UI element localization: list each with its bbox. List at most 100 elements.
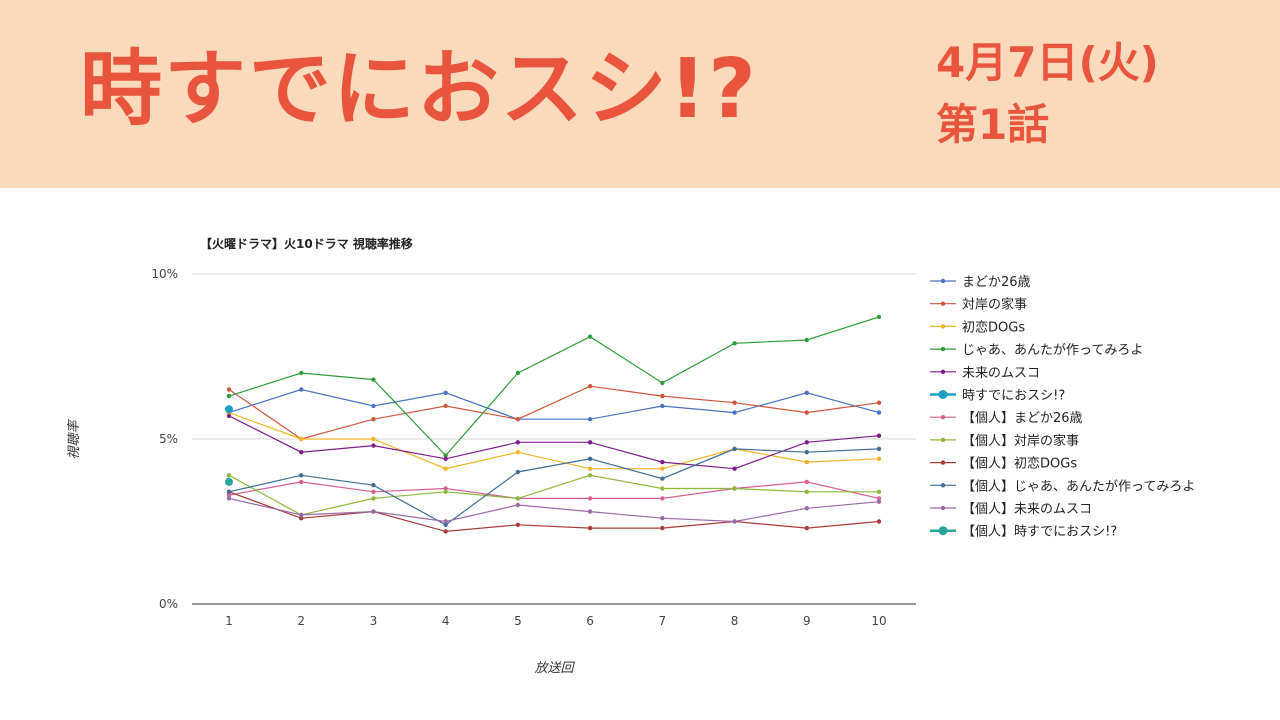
- data-point: [587, 456, 593, 461]
- data-point: [371, 489, 376, 494]
- data-point: [804, 390, 809, 395]
- data-point: [299, 512, 304, 518]
- series-line: [228, 412, 880, 470]
- y-axis-ticks: 0% 5% 10%: [151, 267, 178, 611]
- legend-marker: [940, 460, 946, 465]
- data-point: [660, 486, 665, 491]
- data-point: [299, 516, 304, 521]
- legend-label: 【個人】対岸の家事: [962, 433, 1079, 449]
- data-point: [876, 519, 882, 524]
- legend-label: 【個人】まどか26歳: [962, 411, 1083, 426]
- data-point: [876, 446, 882, 452]
- data-point: [587, 417, 593, 422]
- data-point: [225, 477, 233, 486]
- series-line: [228, 491, 880, 533]
- x-tick-label: 3: [370, 614, 378, 628]
- data-point: [876, 314, 882, 320]
- x-tick-label: 1: [225, 614, 233, 628]
- data-point: [804, 450, 809, 455]
- data-point: [515, 496, 521, 501]
- data-point: [587, 525, 593, 531]
- legend-label: 未来のムスコ: [962, 366, 1040, 381]
- data-point: [732, 446, 737, 452]
- data-point: [804, 525, 809, 531]
- legend-marker: [940, 415, 946, 420]
- data-point: [587, 509, 593, 514]
- data-point: [732, 341, 737, 346]
- legend-label: 【個人】未来のムスコ: [962, 502, 1092, 517]
- data-point: [443, 529, 448, 534]
- legend-item[interactable]: 時すでにおスシ!?: [930, 389, 1065, 404]
- data-point: [299, 479, 304, 485]
- series-6: [225, 405, 233, 414]
- series-line: [228, 415, 880, 470]
- series-line: [228, 388, 880, 420]
- data-point: [876, 496, 882, 501]
- data-point: [371, 483, 376, 488]
- legend-item[interactable]: 【個人】初恋DOGs: [930, 456, 1077, 472]
- data-point: [876, 456, 882, 461]
- data-point: [732, 486, 737, 491]
- data-point: [226, 473, 232, 478]
- data-point: [226, 413, 232, 419]
- series-10: [226, 446, 882, 527]
- data-point: [371, 377, 376, 382]
- legend-item[interactable]: 【個人】まどか26歳: [930, 411, 1083, 426]
- data-point: [732, 410, 737, 415]
- data-point: [876, 499, 882, 504]
- data-point: [371, 403, 376, 409]
- series-2: [226, 384, 882, 442]
- data-point: [587, 334, 593, 339]
- data-point: [443, 453, 448, 458]
- legend-item[interactable]: 【個人】未来のムスコ: [930, 502, 1092, 517]
- legend-item[interactable]: じゃあ、あんたが作ってみろよ: [930, 343, 1143, 358]
- x-tick-label: 5: [514, 614, 522, 628]
- data-point: [660, 516, 665, 521]
- y-tick-label: 0%: [159, 597, 178, 611]
- series-4: [226, 314, 882, 458]
- data-point: [371, 509, 376, 514]
- data-point: [732, 466, 737, 471]
- data-point: [443, 522, 448, 527]
- data-point: [804, 506, 809, 511]
- legend-item[interactable]: 【個人】じゃあ、あんたが作ってみろよ: [930, 479, 1195, 494]
- legend-label: 時すでにおスシ!?: [962, 389, 1065, 404]
- data-point: [515, 469, 521, 475]
- series-line: [228, 316, 880, 457]
- legend-item[interactable]: 【個人】時すでにおスシ!?: [930, 525, 1117, 540]
- x-tick-label: 10: [871, 614, 886, 628]
- data-point: [660, 459, 665, 465]
- series-line: [228, 474, 879, 516]
- data-point: [732, 400, 737, 405]
- broadcast-date: 4月7日(火): [936, 38, 1159, 87]
- series-line: [228, 385, 880, 440]
- x-tick-label: 8: [731, 614, 739, 628]
- series-12: [225, 477, 233, 486]
- legend-label: 初恋DOGs: [962, 319, 1025, 335]
- data-point: [443, 456, 448, 461]
- series-line: [228, 481, 880, 499]
- legend-item[interactable]: まどか26歳: [930, 275, 1031, 290]
- x-tick-label: 4: [442, 614, 450, 628]
- legend-item[interactable]: 未来のムスコ: [930, 366, 1040, 381]
- data-point: [587, 440, 593, 445]
- legend-marker: [940, 346, 946, 352]
- legend-item[interactable]: 初恋DOGs: [930, 319, 1025, 335]
- series-9: [226, 489, 882, 534]
- data-point: [587, 496, 593, 501]
- legend-label: 対岸の家事: [962, 297, 1027, 313]
- data-point: [660, 466, 665, 471]
- data-point: [515, 417, 521, 422]
- legend-item[interactable]: 【個人】対岸の家事: [930, 433, 1079, 449]
- data-point: [443, 403, 448, 409]
- legend-marker: [940, 301, 946, 306]
- legend-label: 【個人】じゃあ、あんたが作ってみろよ: [962, 479, 1195, 494]
- data-point: [299, 436, 304, 442]
- legend-item[interactable]: 対岸の家事: [930, 297, 1027, 313]
- data-point: [515, 450, 521, 455]
- data-point: [443, 466, 448, 471]
- data-point: [226, 492, 232, 498]
- legend-marker: [940, 324, 946, 329]
- data-point: [443, 486, 448, 491]
